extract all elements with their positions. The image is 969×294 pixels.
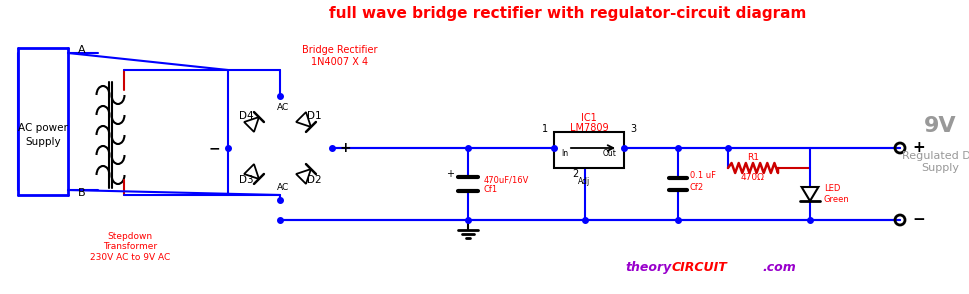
Text: −: − [911, 213, 923, 228]
Text: theory: theory [625, 261, 672, 275]
Polygon shape [296, 169, 311, 184]
Text: Supply: Supply [25, 137, 61, 147]
Text: AC power: AC power [18, 123, 68, 133]
Text: 9V: 9V [922, 116, 955, 136]
Text: full wave bridge rectifier with regulator-circuit diagram: full wave bridge rectifier with regulato… [328, 6, 806, 21]
Text: D3: D3 [238, 175, 253, 185]
Text: +: + [340, 141, 351, 155]
Text: 2: 2 [572, 169, 578, 179]
Text: 470Ω: 470Ω [740, 173, 765, 183]
Text: 470uF/16V: 470uF/16V [484, 176, 529, 185]
Text: Supply: Supply [920, 163, 958, 173]
Text: Stepdown
Transformer
230V AC to 9V AC: Stepdown Transformer 230V AC to 9V AC [90, 232, 170, 262]
Bar [553, 132, 623, 168]
Text: AC: AC [276, 183, 289, 193]
Text: 1: 1 [542, 124, 547, 134]
Text: +: + [911, 141, 923, 156]
Text: Cf2: Cf2 [689, 183, 703, 193]
Text: D1: D1 [306, 111, 321, 121]
Text: IC1: IC1 [580, 113, 596, 123]
Text: In: In [560, 148, 568, 158]
Text: −: − [208, 141, 220, 155]
Text: B: B [78, 188, 85, 198]
Text: Adj: Adj [578, 178, 590, 186]
Text: 1N4007 X 4: 1N4007 X 4 [311, 57, 368, 67]
Text: LM7809: LM7809 [569, 123, 608, 133]
Polygon shape [244, 117, 259, 132]
Polygon shape [244, 164, 259, 179]
Text: Cf1: Cf1 [484, 186, 498, 195]
Text: Out: Out [603, 148, 616, 158]
Text: Bridge Rectifier: Bridge Rectifier [302, 45, 377, 55]
Text: LED
Green: LED Green [823, 184, 849, 204]
Text: A: A [78, 45, 85, 55]
Text: D4: D4 [238, 111, 253, 121]
Text: Regulated DC: Regulated DC [901, 151, 969, 161]
Text: .com: .com [762, 261, 795, 275]
Text: D2: D2 [306, 175, 321, 185]
Text: +: + [446, 169, 453, 179]
Text: 3: 3 [629, 124, 636, 134]
Text: CIRCUIT: CIRCUIT [672, 261, 727, 275]
Text: R1: R1 [746, 153, 758, 163]
Polygon shape [800, 187, 818, 201]
Text: AC: AC [276, 103, 289, 113]
Text: 0.1 uF: 0.1 uF [689, 171, 715, 181]
Polygon shape [296, 112, 311, 127]
